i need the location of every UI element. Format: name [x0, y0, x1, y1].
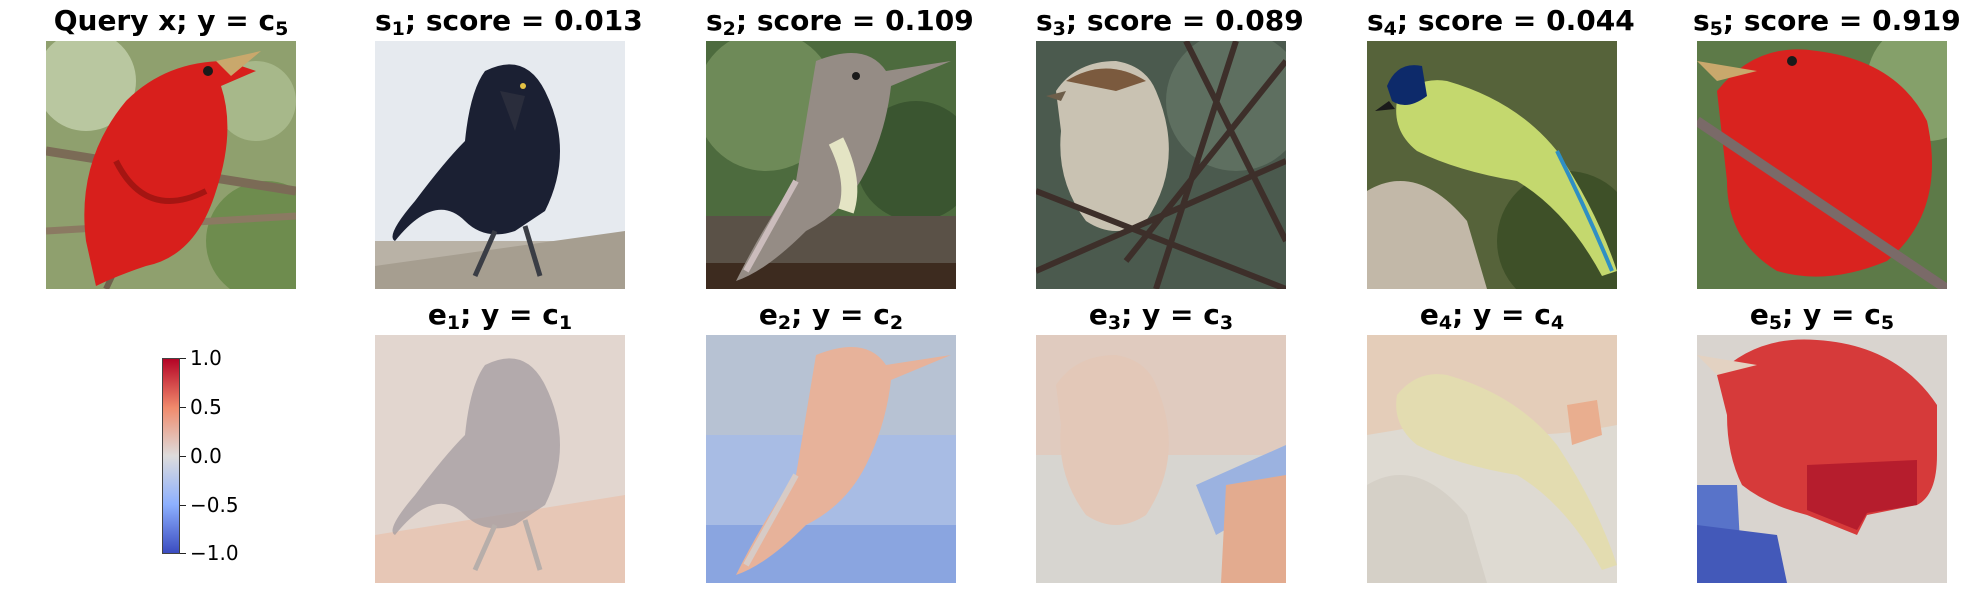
explanation-title-1: e1; y = c1: [427, 298, 573, 334]
colorbar-label-1: 1.0: [190, 346, 222, 370]
similar-image-3: [1036, 41, 1286, 289]
colorbar-tick: [180, 407, 186, 408]
explanation-map-5: [1697, 335, 1947, 583]
explanation-title-3: e3; y = c3: [1088, 298, 1234, 334]
explanation-title-4: e4; y = c4: [1419, 298, 1565, 334]
colorbar-label-4: −0.5: [190, 493, 239, 517]
colorbar-label-3: 0.0: [190, 444, 222, 468]
colorbar-label-5: −1.0: [190, 541, 239, 565]
similar-title-2: s2; score = 0.109: [706, 4, 974, 40]
explanation-map-2: [706, 335, 956, 583]
explanation-map-1: [375, 335, 625, 583]
colorbar: [162, 358, 180, 554]
similar-title-1: s1; score = 0.013: [375, 4, 643, 40]
colorbar-tick: [180, 358, 186, 359]
colorbar-tick: [180, 456, 186, 457]
query-title: Query x; y = c5: [46, 4, 296, 39]
similar-title-5: s5; score = 0.919: [1693, 4, 1961, 40]
explanation-map-3: [1036, 335, 1286, 583]
similar-title-4: s4; score = 0.044: [1367, 4, 1635, 40]
query-title-sub: 5: [275, 18, 289, 40]
similar-image-4: [1367, 41, 1617, 289]
similar-image-5: [1697, 41, 1947, 289]
similar-image-2: [706, 41, 956, 289]
colorbar-tick: [180, 505, 186, 506]
similar-image-1: [375, 41, 625, 289]
colorbar-label-2: 0.5: [190, 395, 222, 419]
query-title-text: Query x; y = c: [53, 4, 276, 37]
explanation-map-4: [1367, 335, 1617, 583]
explanation-title-2: e2; y = c2: [758, 298, 904, 334]
similar-title-3: s3; score = 0.089: [1036, 4, 1304, 40]
query-image: [46, 41, 296, 289]
explanation-title-5: e5; y = c5: [1749, 298, 1895, 334]
colorbar-tick: [180, 553, 186, 554]
